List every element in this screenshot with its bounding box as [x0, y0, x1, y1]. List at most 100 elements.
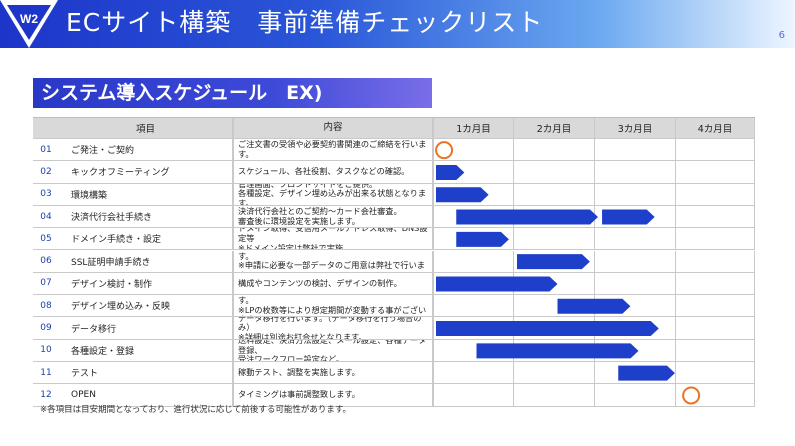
table-row: 07 デザイン検討・制作 構成やコンテンツの検討、デザインの制作。 — [33, 272, 755, 296]
description-line: タイミングは事前調整致します。 — [238, 389, 360, 400]
table-header-row: 項目 内容 1カ月目 2カ月目 3カ月目 4カ月目 — [33, 117, 755, 139]
row-item: データ移行 — [59, 317, 233, 339]
month-cell — [676, 339, 755, 361]
month-cell — [595, 161, 676, 183]
month-cell — [514, 272, 595, 295]
footnote: ※各項目は目安期間となっており、進行状況に応じて前後する可能性があります。 — [40, 405, 352, 415]
row-item: デザイン検討・制作 — [59, 272, 233, 295]
row-number: 03 — [40, 189, 52, 200]
row-description: 申請は貴社、インストール作業は弊社にて実施します。※申請に必要な一部データのご用… — [233, 250, 433, 272]
page-title: ECサイト構築 事前準備チェックリスト — [66, 8, 544, 37]
month-cell — [514, 384, 595, 406]
description-line: 受注ワークフロー設定など。 — [238, 354, 345, 361]
month-cell — [514, 205, 595, 228]
row-description: データ移行を行います。（データ移行を行う場合のみ） ※詳細は別途お打合せとなります… — [233, 317, 433, 339]
section-title: システム導入スケジュール EX) — [33, 78, 432, 108]
slide-header: W2 ECサイト構築 事前準備チェックリスト 6 — [0, 0, 795, 48]
row-item: ご発注・ご契約 — [59, 139, 233, 161]
month-cell — [595, 362, 676, 384]
row-item: 決済代行会社手続き — [59, 205, 233, 228]
month-cell — [433, 183, 514, 205]
description-line: 決済代行会社とのご契約〜カード会社審査。 — [238, 205, 402, 216]
month-cell — [595, 139, 676, 161]
row-item: 環境構築 — [59, 183, 233, 205]
month-cell — [514, 228, 595, 250]
description-line: デザイン会社にてシステムへの埋め込みを実施します。 — [238, 295, 426, 306]
row-number: 06 — [40, 256, 52, 267]
month-cell — [595, 384, 676, 406]
month-cell — [433, 205, 514, 228]
row-number: 05 — [40, 233, 52, 244]
header-desc: 内容 — [233, 118, 433, 138]
month-cell — [514, 161, 595, 183]
month-cell — [595, 205, 676, 228]
row-description: 管理画面、フロントサイトをご提供。 各種設定、デザイン埋め込みが出来る状態となりま… — [233, 183, 433, 205]
header-num-cell — [33, 118, 59, 138]
row-description: 稼動テスト、調整を実施します。 — [233, 362, 433, 384]
table-row: 11 テスト 稼動テスト、調整を実施します。 — [33, 362, 755, 385]
row-description: 決済代行会社とのご契約〜カード会社審査。 審査後に環境設定を実施します。 — [233, 205, 433, 228]
row-description: 構成やコンテンツの検討、デザインの制作。 — [233, 272, 433, 295]
row-description: 送料設定、決済方法設定、メール設定、各種データ登録、 受注ワークフロー設定など。 — [233, 339, 433, 361]
description-line: 各種設定、デザイン埋め込みが出来る状態となります。 — [238, 188, 427, 205]
month-cell — [514, 295, 595, 317]
month-cell — [595, 272, 676, 295]
month-cell — [595, 228, 676, 250]
description-line: ご注文書の受領や必要契約書関連のご締結を行います。 — [238, 139, 427, 159]
description-line: データ移行を行います。（データ移行を行う場合のみ） — [238, 317, 422, 333]
description-line: 稼動テスト、調整を実施します。 — [238, 366, 360, 377]
description-line: 審査後に環境設定を実施します。 — [238, 215, 360, 226]
description-line: 構成やコンテンツの検討、デザインの制作。 — [238, 277, 402, 288]
row-item: ドメイン手続き・設定 — [59, 228, 233, 250]
month-cell — [514, 339, 595, 361]
month-cell — [676, 139, 755, 161]
row-number: 01 — [40, 144, 52, 155]
month-cell — [514, 362, 595, 384]
description-line: ※申請に必要な一部データのご用意は弊社で行います。 — [238, 260, 425, 271]
row-number: 12 — [40, 389, 52, 400]
month-cell — [676, 228, 755, 250]
table-row: 12 OPEN タイミングは事前調整致します。 — [33, 384, 755, 407]
month-cell — [433, 161, 514, 183]
month-cell — [676, 384, 755, 406]
table-row: 09 データ移行 データ移行を行います。（データ移行を行う場合のみ） ※詳細は別途お打… — [33, 317, 755, 340]
month-cell — [433, 339, 514, 361]
table-row: 08 デザイン埋め込み・反映デザイン会社にてシステムへの埋め込みを実施します。※L… — [33, 295, 755, 318]
header-item: 項目 — [59, 118, 233, 138]
month-cell — [433, 250, 514, 272]
table-row: 10 各種設定・登録 送料設定、決済方法設定、メール設定、各種データ登録、 受注ワーク… — [33, 339, 755, 362]
header-month-3: 3カ月目 — [595, 118, 676, 138]
month-cell — [595, 250, 676, 272]
header-month-1: 1カ月目 — [433, 118, 514, 138]
month-cell — [595, 183, 676, 205]
table-row: 02 キックオフミーティング スケジュール、各社役割、タスクなどの確認。 — [33, 161, 755, 184]
row-item: 各種設定・登録 — [59, 339, 233, 361]
month-cell — [595, 339, 676, 361]
header-month-4: 4カ月目 — [676, 118, 755, 138]
month-cell — [595, 317, 676, 339]
row-description: ドメイン取得、受信用メールアドレス取得、DNS設定等 ※ドメイン設定は弊社で実施。 — [233, 228, 433, 250]
row-number: 10 — [40, 345, 52, 356]
row-number: 08 — [40, 300, 52, 311]
month-cell — [433, 295, 514, 317]
month-cell — [676, 250, 755, 272]
description-line: 申請は貴社、インストール作業は弊社にて実施します。 — [238, 250, 426, 261]
month-cell — [676, 205, 755, 228]
row-item: SSL証明申請手続き — [59, 250, 233, 272]
page-number: 6 — [778, 30, 785, 41]
month-cell — [433, 272, 514, 295]
description-line: 送料設定、決済方法設定、メール設定、各種データ登録、 — [238, 339, 427, 355]
row-number: 02 — [40, 166, 52, 177]
description-line: ※詳細は別途お打合せとなります。 — [238, 331, 367, 339]
w2-logo-icon: W2 — [0, 0, 58, 48]
month-cell — [676, 161, 755, 183]
month-cell — [676, 183, 755, 205]
description-line: ※ドメイン設定は弊社で実施。 — [238, 242, 352, 250]
row-item: テスト — [59, 362, 233, 384]
row-description: スケジュール、各社役割、タスクなどの確認。 — [233, 161, 433, 183]
month-cell — [514, 317, 595, 339]
description-line: ドメイン取得、受信用メールアドレス取得、DNS設定等 — [238, 228, 428, 244]
month-cell — [433, 362, 514, 384]
description-line: 管理画面、フロントサイトをご提供。 — [238, 183, 378, 189]
month-cell — [514, 183, 595, 205]
